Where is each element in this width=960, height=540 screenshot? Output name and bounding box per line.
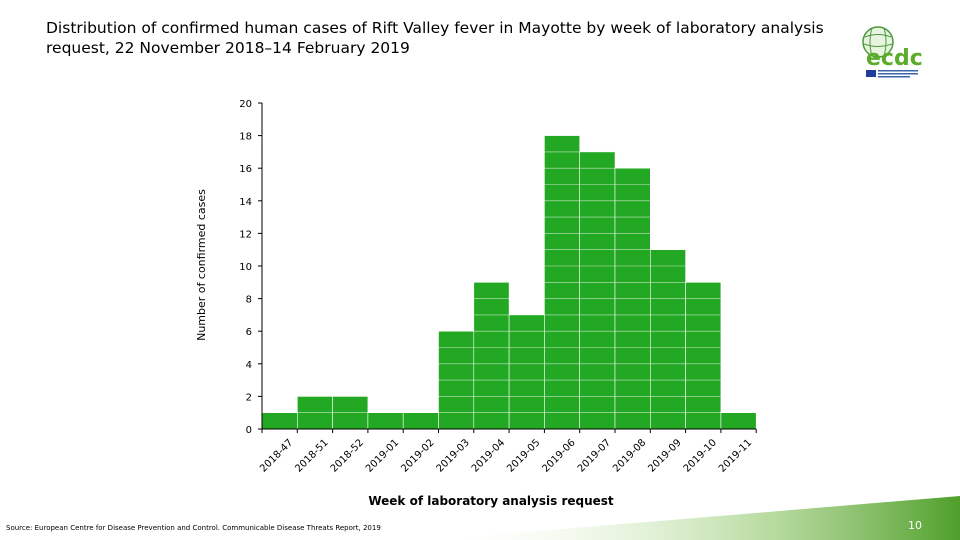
y-axis-label: Number of confirmed cases bbox=[195, 189, 208, 341]
y-tick-label: 10 bbox=[239, 262, 252, 273]
bar-2019-09 bbox=[649, 249, 686, 430]
ecdc-logo: ecdc bbox=[858, 22, 926, 82]
y-tick-label: 16 bbox=[239, 164, 252, 175]
bar-2019-10 bbox=[685, 281, 722, 430]
x-axis-label: Week of laboratory analysis request bbox=[368, 494, 614, 508]
chart-title: Distribution of confirmed human cases of… bbox=[46, 19, 824, 57]
y-tick-label: 2 bbox=[246, 392, 252, 403]
ecdc-logo-graphic: ecdc bbox=[862, 26, 923, 78]
y-tick-label: 8 bbox=[246, 295, 252, 306]
ecdc-logo-wordmark: ecdc bbox=[866, 46, 923, 71]
y-axis: 0 2 4 6 8 10 12 14 16 18 20 bbox=[239, 99, 263, 436]
source-note: Source: European Centre for Disease Prev… bbox=[6, 524, 381, 532]
y-tick-label: 6 bbox=[246, 327, 252, 338]
y-tick-label: 12 bbox=[239, 229, 252, 240]
y-tick-label: 14 bbox=[239, 197, 252, 208]
page-number: 10 bbox=[908, 519, 922, 532]
y-tick-label: 20 bbox=[239, 99, 252, 110]
bar-2019-04 bbox=[473, 281, 510, 430]
y-tick-label: 18 bbox=[239, 132, 252, 143]
y-tick-label: 4 bbox=[246, 360, 252, 371]
y-tick-label: 0 bbox=[246, 425, 252, 436]
bar-2019-07 bbox=[579, 151, 616, 430]
bars-group bbox=[261, 135, 757, 430]
bar-2019-05 bbox=[508, 314, 545, 430]
